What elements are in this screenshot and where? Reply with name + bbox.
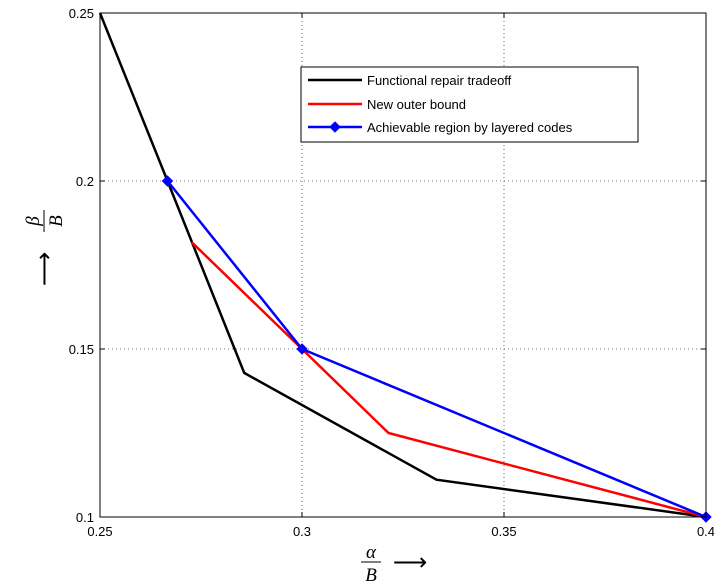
ticks: 0.25 0.3 0.35 0.4 0.1 0.15 0.2 0.25 [69, 6, 714, 539]
legend-label-outer-bound: New outer bound [367, 97, 466, 112]
x-label-arrow: ⟶ [393, 548, 427, 576]
series-layer [98, 12, 712, 523]
series-line-functional-repair-tradeoff [98, 12, 707, 519]
data-point-achievable-region [296, 343, 308, 355]
x-tick-label: 0.25 [87, 524, 112, 539]
plot-frame [99, 12, 707, 518]
x-label-numerator: α [366, 542, 377, 563]
y-label-numerator: β [23, 216, 44, 227]
x-tick-label: 0.3 [293, 524, 311, 539]
y-tick-label: 0.2 [76, 174, 94, 189]
legend-marker-achievable [329, 121, 341, 133]
y-label-arrow: ⟶ [30, 252, 58, 286]
y-label-denominator: B [46, 215, 67, 227]
y-tick-label: 0.1 [76, 510, 94, 525]
series-line-new-outer-bound [190, 241, 707, 519]
x-tick-label: 0.4 [697, 524, 714, 539]
legend-label-functional: Functional repair tradeoff [367, 73, 512, 88]
x-axis-label: α B ⟶ [361, 542, 427, 584]
x-label-denominator: B [365, 565, 377, 584]
y-tick-label: 0.15 [69, 342, 94, 357]
x-tick-label: 0.35 [491, 524, 516, 539]
data-point-achievable-region [161, 175, 174, 187]
y-axis-label: β B ⟶ [23, 210, 67, 286]
y-tick-label: 0.25 [69, 6, 94, 21]
legend-label-achievable: Achievable region by layered codes [367, 120, 573, 135]
legend: Functional repair tradeoff New outer bou… [300, 66, 639, 143]
